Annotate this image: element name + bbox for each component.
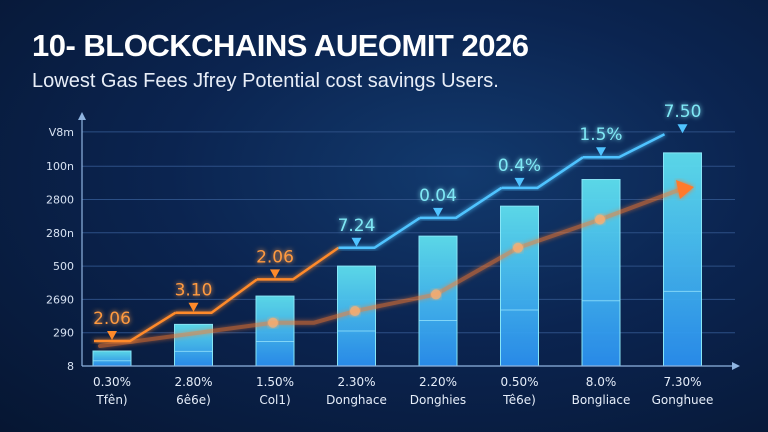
- x-label-name: Tfên): [95, 393, 127, 407]
- bar: [92, 350, 132, 367]
- x-label-pct: 0.30%: [93, 375, 131, 389]
- trend-point: [350, 306, 360, 317]
- step-line-segment: [175, 278, 258, 314]
- step-line-segment: [257, 246, 340, 281]
- trend-point: [431, 289, 441, 300]
- x-label-name: Tê6e): [502, 393, 536, 407]
- bar: [581, 179, 621, 367]
- step-line-segment: [420, 186, 503, 220]
- x-label-pct: 7.30%: [663, 375, 701, 389]
- bar-group: [92, 350, 132, 367]
- x-axis-arrow: [732, 362, 740, 370]
- x-label-pct: 2.30%: [337, 375, 375, 389]
- point-marker-icon: [188, 302, 199, 312]
- x-label-pct: 8.0%: [586, 375, 617, 389]
- point-value-label: 1.5%: [579, 125, 622, 145]
- trend-point: [513, 242, 523, 253]
- point-marker-icon: [107, 331, 117, 341]
- trend-point: [595, 214, 605, 225]
- bar-group: [500, 205, 539, 367]
- y-tick-label: 8: [67, 360, 74, 373]
- step-line-segment: [583, 133, 666, 159]
- y-tick-label: 2800: [46, 194, 74, 207]
- step-line-segment: [94, 311, 177, 343]
- bar-group: [581, 179, 621, 367]
- bar-group: [255, 295, 295, 367]
- y-tick-label: V8m: [49, 126, 74, 139]
- bar: [255, 295, 295, 367]
- point-value-label: 7.24: [338, 216, 376, 236]
- bar: [418, 235, 458, 367]
- step-line-segment: [501, 156, 584, 190]
- point-value-label: 2.06: [256, 247, 294, 267]
- trend-point: [268, 317, 278, 328]
- point-marker-icon: [596, 147, 606, 157]
- point-value-label: 7.50: [664, 102, 702, 122]
- x-label-name: Bongliace: [572, 393, 631, 407]
- point-value-label: 0.4%: [498, 156, 541, 176]
- x-label-pct: 2.80%: [174, 375, 212, 389]
- chart-title: 10- BLOCKCHAINS AUEOMIT 2026: [32, 28, 529, 63]
- y-tick-label: 290: [53, 327, 74, 340]
- point-value-label: 2.06: [93, 309, 131, 329]
- trend-arrow-head: [676, 180, 694, 199]
- point-marker-icon: [514, 177, 525, 187]
- trend-line: [98, 187, 682, 349]
- point-marker-icon: [351, 237, 362, 247]
- x-label-name: Donghace: [326, 393, 387, 407]
- x-label-name: 6ê6e): [176, 393, 211, 407]
- x-label-pct: 2.20%: [419, 375, 457, 389]
- x-label-pct: 0.50%: [500, 375, 538, 389]
- x-label-name: Col1): [259, 393, 290, 407]
- point-marker-icon: [677, 124, 688, 134]
- chart-subtitle: Lowest Gas Fees Jfrey Potential cost sav…: [32, 70, 499, 92]
- bar: [500, 205, 539, 367]
- x-label-name: Donghies: [410, 393, 466, 407]
- point-value-label: 0.04: [419, 186, 457, 206]
- x-label-name: Gonghuee: [652, 393, 714, 407]
- bar-group: [418, 235, 458, 367]
- point-marker-icon: [433, 207, 443, 217]
- point-marker-icon: [270, 269, 280, 279]
- y-tick-label: 500: [53, 260, 74, 273]
- x-label-pct: 1.50%: [256, 375, 294, 389]
- y-tick-label: 100n: [46, 160, 74, 173]
- y-tick-label: 2690: [46, 293, 74, 306]
- y-axis-arrow: [78, 112, 86, 120]
- step-line-segment: [338, 216, 421, 250]
- y-tick-label: 280n: [46, 227, 74, 240]
- point-value-label: 3.10: [175, 281, 213, 301]
